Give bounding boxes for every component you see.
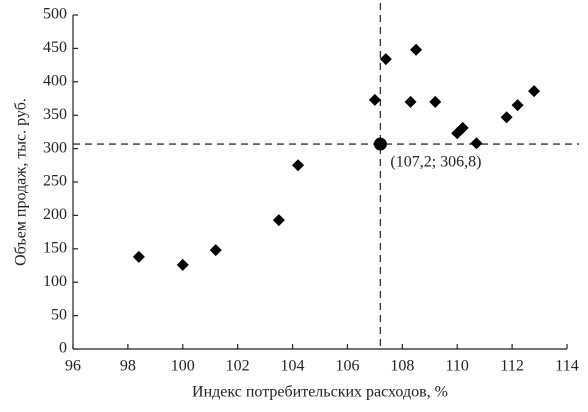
- x-tick-label: 112: [500, 358, 523, 375]
- annotation: (107,2; 306,8): [390, 154, 481, 171]
- y-tick-label: 350: [43, 106, 67, 123]
- y-tick-label: 250: [43, 173, 67, 190]
- data-point: [368, 93, 381, 106]
- y-tick-label: 50: [51, 306, 67, 323]
- data-point: [470, 137, 483, 150]
- y-tick-label: 300: [43, 139, 67, 156]
- x-tick-label: 114: [555, 358, 578, 375]
- data-point: [209, 244, 222, 257]
- x-tick-label: 98: [120, 358, 136, 375]
- data-point: [528, 85, 541, 98]
- data-point: [132, 250, 145, 263]
- data-point: [272, 214, 285, 227]
- data-point: [451, 127, 464, 140]
- y-tick-label: 200: [43, 206, 67, 223]
- data-point: [379, 53, 392, 66]
- data-point: [511, 99, 524, 112]
- x-tick-label: 106: [335, 358, 359, 375]
- data-point: [500, 111, 513, 124]
- x-tick-label: 96: [65, 358, 81, 375]
- x-axis-label: Индекс потребительских расходов, %: [192, 384, 448, 401]
- y-tick-label: 150: [43, 239, 67, 256]
- x-tick-label: 110: [446, 358, 469, 375]
- data-point: [404, 95, 417, 108]
- data-point: [410, 43, 423, 56]
- y-tick-label: 400: [43, 72, 67, 89]
- data-point: [456, 121, 469, 134]
- x-tick-label: 108: [390, 358, 414, 375]
- mean-point: [373, 137, 387, 151]
- y-tick-label: 450: [43, 39, 67, 56]
- x-tick-label: 104: [281, 358, 305, 375]
- x-tick-label: 102: [226, 358, 250, 375]
- data-point: [176, 258, 189, 271]
- data-point: [429, 95, 442, 108]
- y-tick-label: 500: [43, 6, 67, 23]
- y-axis-label: Объем продаж, тыс. руб.: [13, 98, 30, 266]
- y-tick-label: 100: [43, 273, 67, 290]
- x-tick-label: 100: [171, 358, 195, 375]
- y-tick-label: 0: [59, 340, 67, 357]
- data-point: [292, 159, 305, 172]
